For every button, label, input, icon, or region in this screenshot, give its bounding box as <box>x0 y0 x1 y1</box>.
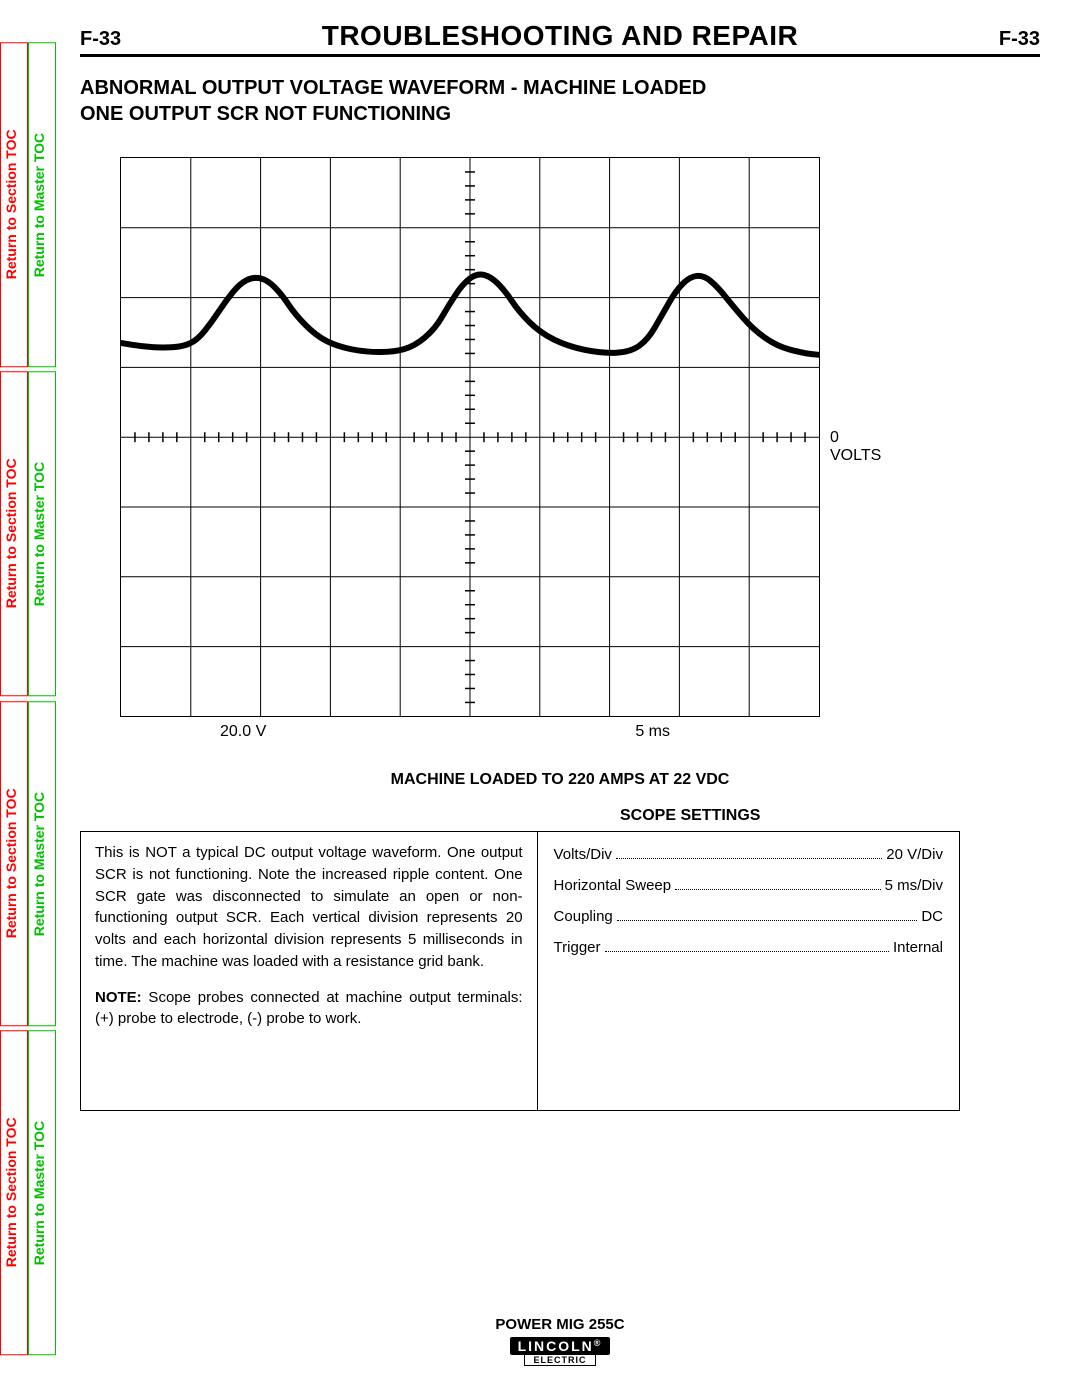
axis-labels: 20.0 V 5 ms <box>120 723 820 741</box>
x-axis-label: 5 ms <box>635 723 670 741</box>
return-section-toc-link[interactable]: Return to Section TOC <box>0 371 28 696</box>
note-text: Scope probes connected at machine output… <box>95 989 523 1028</box>
setting-label: Trigger <box>554 939 601 956</box>
brand-logo: LINCOLN® ELECTRIC <box>510 1337 611 1366</box>
return-master-toc-link[interactable]: Return to Master TOC <box>28 371 56 696</box>
settings-box: This is NOT a typical DC output voltage … <box>80 831 960 1111</box>
return-master-toc-link[interactable]: Return to Master TOC <box>28 1030 56 1355</box>
leader-dots <box>617 920 918 921</box>
return-master-toc-link[interactable]: Return to Master TOC <box>28 701 56 1026</box>
subtitle-line: ABNORMAL OUTPUT VOLTAGE WAVEFORM - MACHI… <box>80 75 1040 101</box>
scope-grid <box>120 157 820 717</box>
leader-dots <box>616 858 882 859</box>
page-content: F-33 TROUBLESHOOTING AND REPAIR F-33 ABN… <box>80 20 1040 1377</box>
return-section-toc-link[interactable]: Return to Section TOC <box>0 1030 28 1355</box>
page-footer: POWER MIG 255C LINCOLN® ELECTRIC <box>80 1316 1040 1367</box>
brand-name: LINCOLN® <box>510 1337 611 1355</box>
description-note: NOTE: Scope probes connected at machine … <box>95 987 523 1031</box>
brand-text: LINCOLN <box>518 1338 594 1354</box>
scope-setting-row: Trigger Internal <box>554 939 943 956</box>
brand-reg: ® <box>594 1338 603 1348</box>
y-axis-label: 20.0 V <box>220 723 266 741</box>
page-header: F-33 TROUBLESHOOTING AND REPAIR F-33 <box>80 20 1040 57</box>
note-label: NOTE: <box>95 989 142 1006</box>
scope-settings-list: Volts/Div 20 V/Div Horizontal Sweep 5 ms/Di… <box>538 832 959 1110</box>
section-toc-column: Return to Section TOC Return to Section … <box>0 0 28 1397</box>
leader-dots <box>605 951 889 952</box>
description-panel: This is NOT a typical DC output voltage … <box>81 832 538 1110</box>
setting-label: Coupling <box>554 908 613 925</box>
scope-setting-row: Horizontal Sweep 5 ms/Div <box>554 877 943 894</box>
figure-caption: MACHINE LOADED TO 220 AMPS AT 22 VDC <box>80 771 1040 789</box>
brand-sub: ELECTRIC <box>524 1354 596 1366</box>
master-toc-column: Return to Master TOC Return to Master TO… <box>28 0 56 1397</box>
setting-label: Horizontal Sweep <box>554 877 672 894</box>
oscilloscope-figure: 0 VOLTS 20.0 V 5 ms <box>120 157 880 741</box>
scope-svg <box>121 158 819 716</box>
page-code-right: F-33 <box>999 28 1040 51</box>
setting-value: DC <box>921 908 943 925</box>
footer-model: POWER MIG 255C <box>80 1316 1040 1333</box>
subtitle-line: ONE OUTPUT SCR NOT FUNCTIONING <box>80 101 1040 127</box>
scope-setting-row: Volts/Div 20 V/Div <box>554 846 943 863</box>
setting-value: Internal <box>893 939 943 956</box>
page-code-left: F-33 <box>80 28 121 51</box>
page-title: TROUBLESHOOTING AND REPAIR <box>322 20 799 52</box>
description-paragraph: This is NOT a typical DC output voltage … <box>95 842 523 973</box>
setting-label: Volts/Div <box>554 846 612 863</box>
scope-settings-heading: SCOPE SETTINGS <box>620 807 1040 825</box>
leader-dots <box>675 889 881 890</box>
return-section-toc-link[interactable]: Return to Section TOC <box>0 701 28 1026</box>
scope-setting-row: Coupling DC <box>554 908 943 925</box>
side-nav: Return to Section TOC Return to Section … <box>0 0 56 1397</box>
zero-volts-label: 0 VOLTS <box>830 429 881 465</box>
settings-section: SCOPE SETTINGS This is NOT a typical DC … <box>80 807 1040 1111</box>
setting-value: 5 ms/Div <box>885 877 943 894</box>
page-subtitle: ABNORMAL OUTPUT VOLTAGE WAVEFORM - MACHI… <box>80 75 1040 127</box>
return-section-toc-link[interactable]: Return to Section TOC <box>0 42 28 367</box>
return-master-toc-link[interactable]: Return to Master TOC <box>28 42 56 367</box>
setting-value: 20 V/Div <box>886 846 943 863</box>
